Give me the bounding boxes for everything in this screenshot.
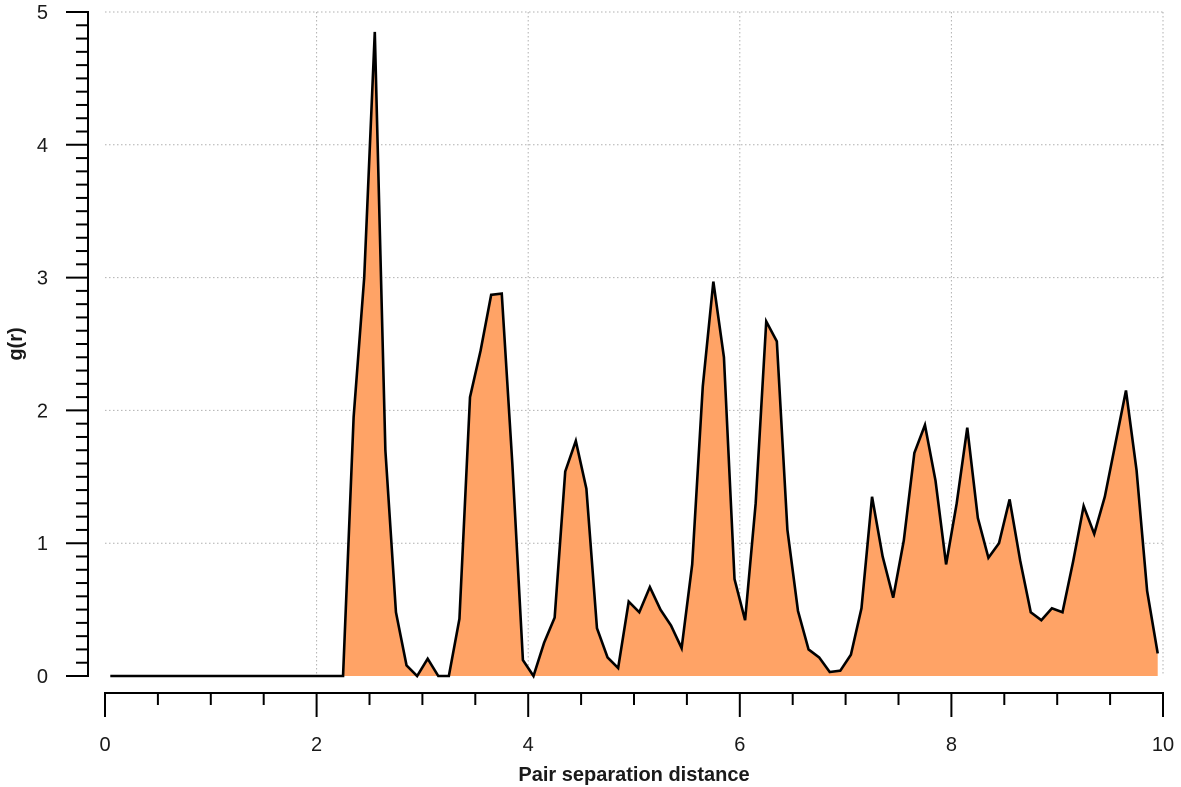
y-tick-label: 3 bbox=[37, 268, 48, 290]
tick-labels: 0 1 2 3 4 5 0 2 4 6 8 10 bbox=[37, 2, 1174, 756]
x-tick-label: 2 bbox=[311, 734, 322, 756]
grid bbox=[105, 11, 1164, 676]
x-tick-label: 4 bbox=[523, 734, 534, 756]
y-tick-label: 1 bbox=[37, 533, 48, 555]
area-fill bbox=[110, 31, 1158, 677]
x-axis-title: Pair separation distance bbox=[518, 764, 749, 786]
x-tick-label: 6 bbox=[734, 734, 745, 756]
y-tick-label: 5 bbox=[37, 2, 48, 24]
x-tick-label: 8 bbox=[946, 734, 957, 756]
series-line bbox=[110, 31, 1159, 679]
x-tick-label: 10 bbox=[1152, 734, 1174, 756]
x-tick-label: 0 bbox=[99, 734, 110, 756]
plot-area bbox=[110, 31, 1159, 679]
y-tick-label: 4 bbox=[37, 135, 48, 157]
y-tick-label: 0 bbox=[37, 666, 48, 688]
y-axis-title: g(r) bbox=[5, 327, 27, 360]
axes bbox=[66, 11, 1164, 717]
y-tick-label: 2 bbox=[37, 400, 48, 422]
